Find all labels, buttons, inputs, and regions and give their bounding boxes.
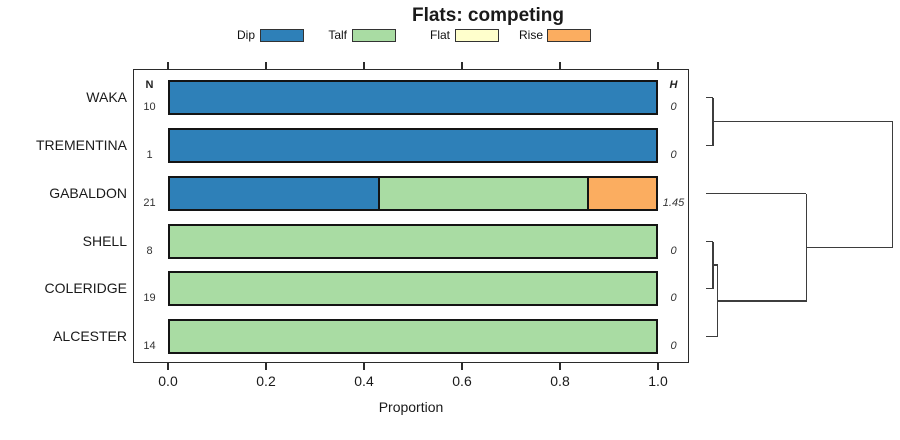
axis-tick-label: 1.0: [648, 373, 668, 389]
axis-tick-bottom: [657, 363, 659, 370]
dendrogram-line: [805, 246, 893, 249]
row-label-gabaldon: GABALDON: [49, 185, 127, 201]
row-label-alcester: ALCESTER: [53, 328, 127, 344]
h-value: 0: [670, 148, 677, 161]
axis-tick-bottom: [167, 363, 169, 370]
bar-gabaldon: [168, 176, 658, 211]
dendrogram-line: [706, 192, 806, 195]
h-value: 0: [670, 339, 677, 352]
axis-tick-label: 0.0: [158, 373, 178, 389]
axis-tick-top: [657, 62, 659, 69]
h-value: 1.45: [662, 196, 685, 209]
bar-trementina: [168, 128, 658, 163]
dendrogram-line: [706, 96, 713, 99]
axis-tick-top: [167, 62, 169, 69]
h-column-header: H: [669, 79, 678, 91]
row-label-trementina: TREMENTINA: [36, 137, 127, 153]
axis-tick-label: 0.4: [354, 373, 374, 389]
axis-tick-bottom: [363, 363, 365, 370]
bar-segment-talf: [378, 178, 587, 209]
n-column-header: N: [145, 79, 154, 91]
legend-swatch-rise: [547, 29, 591, 42]
axis-tick-top: [363, 62, 365, 69]
h-value: 0: [670, 100, 677, 113]
bar-alcester: [168, 319, 658, 354]
dendrogram-line: [891, 121, 893, 248]
x-axis-title: Proportion: [378, 399, 444, 415]
dendrogram-line: [716, 300, 806, 302]
h-value: 0: [670, 244, 677, 257]
bar-segment-rise: [586, 178, 656, 209]
n-value: 10: [143, 100, 156, 113]
axis-tick-bottom: [461, 363, 463, 370]
bar-shell: [168, 224, 658, 259]
legend-swatch-dip: [260, 29, 304, 42]
dendrogram-line: [706, 144, 713, 147]
h-value: 0: [670, 291, 677, 304]
row-label-waka: WAKA: [86, 89, 127, 105]
axis-tick-bottom: [265, 363, 267, 370]
axis-tick-bottom: [559, 363, 561, 370]
axis-tick-top: [559, 62, 561, 69]
dendrogram-line: [712, 264, 718, 266]
n-value: 19: [143, 291, 156, 304]
legend-label-rise: Rise: [518, 28, 543, 42]
axis-tick-top: [461, 62, 463, 69]
axis-tick-label: 0.8: [550, 373, 570, 389]
legend-label-dip: Dip: [236, 28, 255, 42]
n-value: 21: [143, 196, 156, 209]
bar-segment-talf: [170, 321, 656, 352]
legend-swatch-flat: [455, 29, 499, 42]
row-label-coleridge: COLERIDGE: [44, 280, 127, 296]
legend-label-flat: Flat: [429, 28, 450, 42]
dendrogram-line: [706, 287, 713, 290]
n-value: 1: [146, 148, 153, 161]
axis-tick-top: [265, 62, 267, 69]
legend-swatch-talf: [352, 29, 396, 42]
bar-segment-talf: [170, 226, 656, 257]
n-value: 14: [143, 339, 156, 352]
axis-tick-label: 0.6: [452, 373, 472, 389]
bar-waka: [168, 80, 658, 115]
bar-coleridge: [168, 271, 658, 306]
dendrogram-line: [706, 335, 718, 338]
plot-area: [133, 69, 689, 363]
axis-tick-label: 0.2: [256, 373, 276, 389]
dendrogram-line: [706, 240, 713, 243]
dendrogram-line: [712, 120, 893, 123]
bar-segment-dip: [170, 178, 379, 209]
row-label-shell: SHELL: [82, 233, 127, 249]
bar-segment-dip: [170, 130, 656, 161]
chart-title: Flats: competing: [411, 5, 564, 26]
bar-segment-dip: [170, 82, 656, 113]
legend-label-talf: Talf: [328, 28, 347, 42]
n-value: 8: [146, 244, 153, 257]
bar-segment-talf: [170, 273, 656, 304]
